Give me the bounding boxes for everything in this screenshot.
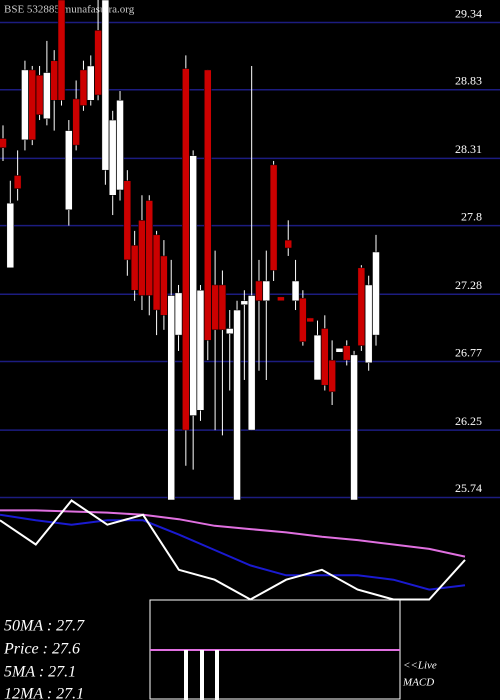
- candle-body: [269, 164, 278, 271]
- y-tick-label: 28.31: [455, 142, 482, 156]
- candle-body: [182, 68, 190, 431]
- candle-body: [247, 295, 256, 431]
- candle-body: [6, 202, 15, 269]
- candle-body: [138, 220, 146, 296]
- macd-label: <<Live: [403, 660, 437, 672]
- candle-body: [123, 180, 132, 261]
- candle-body: [350, 354, 358, 501]
- candle-body: [0, 138, 7, 149]
- candle-body: [65, 130, 73, 211]
- candle-body: [284, 239, 292, 249]
- candle-body: [174, 292, 183, 336]
- candle-body: [94, 30, 102, 96]
- candle-body: [262, 280, 271, 302]
- candle-body: [364, 284, 373, 364]
- candle-body: [152, 234, 161, 311]
- macd-label: MACD: [402, 677, 434, 689]
- macd-bar: [184, 650, 188, 700]
- candle-body: [130, 245, 139, 291]
- candle-body: [240, 300, 249, 305]
- stat: 5MA : 27.1: [4, 664, 76, 681]
- stat: 50MA : 27.7: [4, 618, 85, 635]
- macd-bar: [215, 650, 219, 700]
- candle-body: [189, 155, 197, 416]
- candle-body: [255, 280, 263, 302]
- indicator-line: [0, 513, 466, 591]
- candle-body: [116, 100, 124, 191]
- candle-body: [87, 65, 95, 101]
- candle-body: [145, 200, 154, 296]
- candle-body: [204, 69, 212, 341]
- candle-body: [233, 309, 241, 501]
- candle-body: [313, 334, 322, 381]
- y-tick-label: 29.34: [455, 6, 482, 20]
- candle-body: [357, 267, 366, 346]
- y-tick-label: 28.83: [455, 74, 482, 88]
- candle-body: [21, 69, 29, 141]
- y-tick-label: 25.74: [455, 481, 482, 495]
- candle-body: [335, 348, 344, 353]
- candle-body: [306, 317, 314, 323]
- candle-body: [299, 297, 307, 342]
- candle-body: [35, 74, 44, 116]
- candle-body: [43, 72, 51, 119]
- y-tick-label: 27.8: [461, 209, 482, 223]
- y-tick-label: 26.77: [455, 345, 482, 359]
- y-tick-label: 26.25: [455, 414, 482, 428]
- indicator-line: [0, 499, 466, 601]
- candle-body: [57, 0, 66, 101]
- candle-body: [50, 60, 58, 101]
- candle-body: [167, 295, 175, 501]
- candle-body: [291, 280, 300, 302]
- candle-body: [108, 119, 117, 196]
- header: BSE 532885 munafasutra.org: [4, 4, 135, 16]
- macd-bar: [200, 650, 204, 700]
- candle-body: [101, 0, 110, 171]
- candle-body: [160, 255, 168, 316]
- stat: 12MA : 27.1: [4, 686, 84, 700]
- y-tick-label: 27.28: [455, 278, 482, 292]
- candle-body: [225, 328, 234, 335]
- candle-body: [13, 175, 22, 189]
- candle-body: [72, 98, 80, 146]
- candle-body: [277, 296, 285, 302]
- candle-body: [321, 328, 329, 386]
- candle-body: [28, 69, 37, 141]
- candle-body: [328, 359, 336, 393]
- candle-body: [211, 284, 219, 331]
- candle-body: [196, 289, 205, 411]
- indicator-line: [0, 509, 466, 558]
- candle-body: [342, 345, 351, 361]
- candle-body: [79, 69, 88, 106]
- stat: Price : 27.6: [3, 641, 80, 658]
- candle-body: [218, 284, 227, 331]
- candle-body: [372, 251, 380, 336]
